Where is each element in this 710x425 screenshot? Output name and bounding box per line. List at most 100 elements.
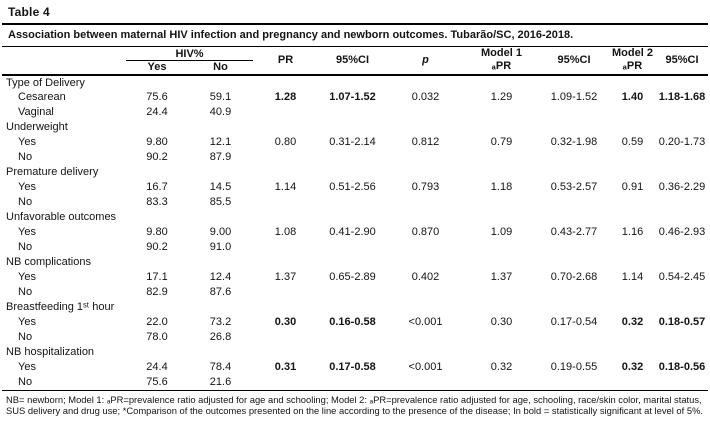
cell <box>318 195 387 210</box>
table-row: No 90.2 87.9 <box>2 150 708 165</box>
cell: 1.28 <box>274 91 297 103</box>
cell <box>318 75 387 90</box>
cell: 75.6 <box>146 91 168 103</box>
model2-header-line2: ₐPR <box>622 60 643 73</box>
table-row: Breastfeeding 1ˢᵗ hour <box>2 300 708 315</box>
cell <box>539 255 609 270</box>
cell <box>609 345 656 360</box>
cell <box>656 345 708 360</box>
cell <box>539 345 609 360</box>
cell: 0.79 <box>490 136 513 148</box>
cell: 0.32-1.98 <box>550 136 598 148</box>
cell <box>539 120 609 135</box>
table-row: NB complications <box>2 255 708 270</box>
cell <box>253 75 318 90</box>
cell <box>318 150 387 165</box>
row-label: Yes <box>18 361 36 373</box>
cell <box>656 255 708 270</box>
model2-column-header: Model 2 ₐPR <box>609 47 656 75</box>
cell <box>387 210 464 225</box>
cell <box>387 75 464 90</box>
cell: 0.30 <box>490 316 513 328</box>
cell: 0.31-2.14 <box>329 136 376 148</box>
cell <box>464 165 539 180</box>
cell <box>253 240 318 255</box>
table-body: Type of Delivery Cesarean 75.6 59.1 1.28 1.07… <box>2 75 708 390</box>
cell <box>609 75 656 90</box>
cell <box>609 300 656 315</box>
cell <box>609 195 656 210</box>
table-row: Yes 24.4 78.4 0.31 0.17-0.58 <0.001 0.32 0.19-0… <box>2 360 708 375</box>
cell <box>318 255 387 270</box>
row-label: Yes <box>18 226 36 238</box>
cell <box>609 105 656 120</box>
cell: 0.32 <box>621 361 644 373</box>
cell <box>318 330 387 345</box>
cell <box>387 150 464 165</box>
cell <box>609 210 656 225</box>
cell <box>126 345 188 360</box>
cell: 14.5 <box>209 181 232 193</box>
cell <box>539 195 609 210</box>
p-column-header: p <box>422 54 429 67</box>
table-row: No 82.9 87.6 <box>2 285 708 300</box>
cell <box>318 285 387 300</box>
cell <box>656 300 708 315</box>
cell <box>464 120 539 135</box>
cell: 12.4 <box>209 271 232 283</box>
model1-header-line2: ₐPR <box>491 60 512 73</box>
hiv-no-header: No <box>213 61 228 74</box>
cell <box>539 330 609 345</box>
cell <box>318 300 387 315</box>
cell: 0.65-2.89 <box>329 271 376 283</box>
cell: 0.18-0.56 <box>658 361 706 373</box>
table-row: Unfavorable outcomes <box>2 210 708 225</box>
cell <box>464 345 539 360</box>
cell <box>609 255 656 270</box>
cell <box>126 210 188 225</box>
cell <box>387 240 464 255</box>
cell <box>656 375 708 390</box>
cell <box>126 255 188 270</box>
pr-column-header: PR <box>277 54 294 67</box>
cell <box>656 330 708 345</box>
table-row: No 78.0 26.8 <box>2 330 708 345</box>
cell <box>464 330 539 345</box>
cell: 0.032 <box>411 91 440 103</box>
cell: 78.0 <box>146 331 168 343</box>
cell: 1.14 <box>621 271 644 283</box>
cell: 0.32 <box>490 361 513 373</box>
cell <box>126 75 188 90</box>
row-label: NB complications <box>6 256 91 268</box>
cell: 0.793 <box>411 181 440 193</box>
row-label: No <box>18 241 33 253</box>
cell <box>539 240 609 255</box>
table-row: Yes 22.0 73.2 0.30 0.16-0.58 <0.001 0.30 0.17-0… <box>2 315 708 330</box>
cell: 9.80 <box>146 226 168 238</box>
cell: 12.1 <box>209 136 232 148</box>
cell <box>253 285 318 300</box>
cell <box>656 165 708 180</box>
table-caption: Association between maternal HIV infecti… <box>8 29 574 41</box>
cell <box>253 105 318 120</box>
cell: 0.18-0.57 <box>658 316 706 328</box>
cell: 40.9 <box>209 106 232 118</box>
cell <box>188 255 253 270</box>
cell <box>539 210 609 225</box>
cell <box>464 285 539 300</box>
cell: 0.59 <box>621 136 644 148</box>
top-rule <box>2 23 708 25</box>
cell <box>464 150 539 165</box>
table-row: Yes 16.7 14.5 1.14 0.51-2.56 0.793 1.18 0.53-2.… <box>2 180 708 195</box>
cell: 0.20-1.73 <box>658 136 706 148</box>
cell <box>464 375 539 390</box>
cell: 1.29 <box>490 91 513 103</box>
cell: 1.14 <box>274 181 297 193</box>
cell <box>464 195 539 210</box>
cell: 87.9 <box>209 151 232 163</box>
cell: 0.54-2.45 <box>658 271 706 283</box>
cell <box>188 300 253 315</box>
cell: 1.40 <box>621 91 644 103</box>
model2-header-line1: Model 2 <box>612 47 653 60</box>
